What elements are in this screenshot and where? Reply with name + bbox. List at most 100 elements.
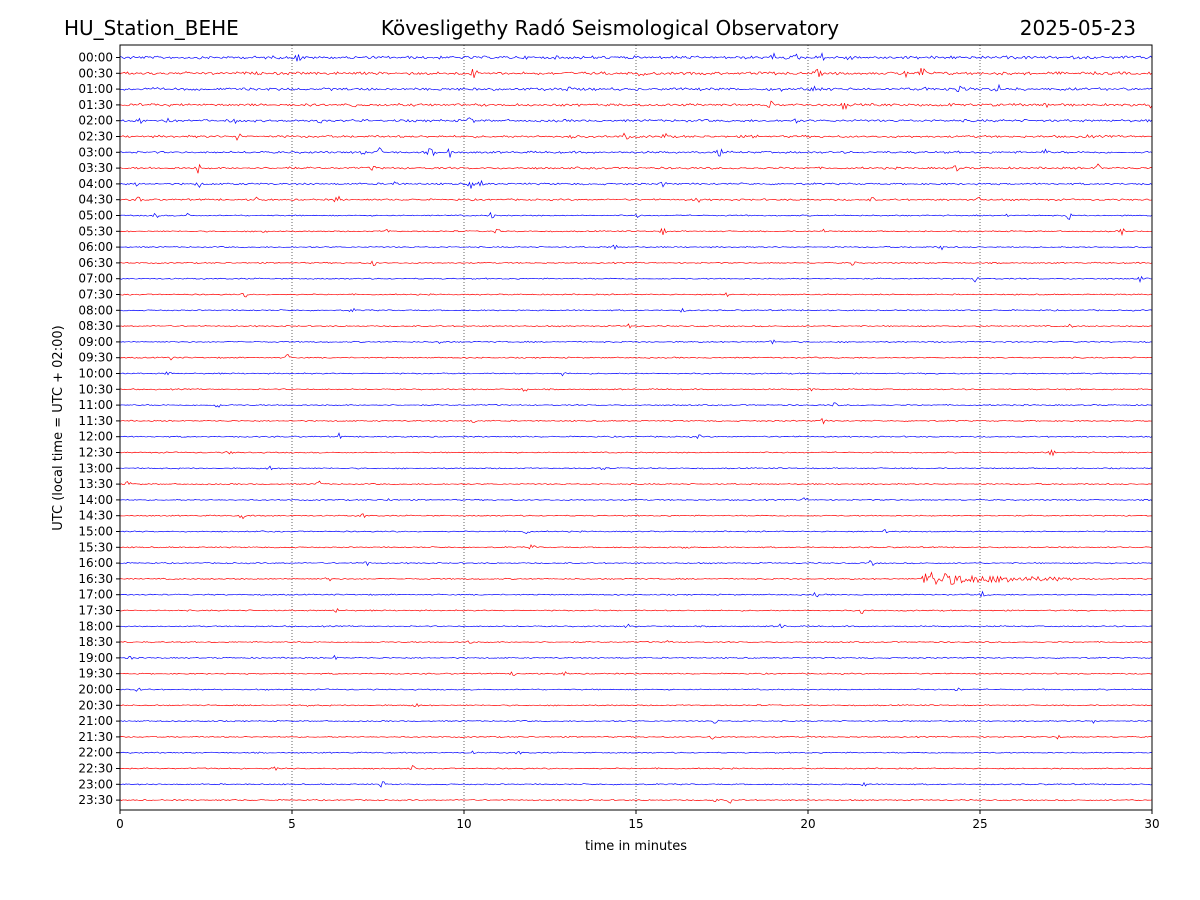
trace-2330 (119, 798, 1153, 804)
y-tick-label: 14:00 (78, 493, 113, 507)
trace-0700 (119, 275, 1153, 284)
y-tick-label: 06:30 (78, 256, 113, 270)
trace-1200 (119, 432, 1153, 440)
y-tick-label: 01:00 (78, 82, 113, 96)
trace-0930 (119, 354, 1153, 361)
trace-0300 (119, 147, 1153, 158)
trace-2200 (119, 750, 1153, 755)
trace-0330 (119, 163, 1153, 174)
y-tick-label: 22:30 (78, 762, 113, 776)
trace-1630 (119, 571, 1153, 586)
y-tick-label: 18:00 (78, 619, 113, 633)
trace-2030 (119, 702, 1153, 707)
y-tick-label: 21:00 (78, 714, 113, 728)
vertical-gridlines (291, 45, 981, 810)
trace-0630 (119, 260, 1153, 266)
x-axis-label: time in minutes (585, 839, 687, 854)
y-tick-label: 08:30 (78, 319, 113, 333)
trace-0000 (119, 52, 1153, 62)
trace-1230 (119, 449, 1153, 457)
seismic-traces (119, 52, 1153, 804)
trace-1130 (119, 417, 1153, 425)
trace-1030 (119, 387, 1153, 392)
y-tick-label: 16:00 (78, 556, 113, 570)
y-tick-label: 10:30 (78, 382, 113, 396)
y-tick-label: 13:30 (78, 477, 113, 491)
trace-1600 (119, 560, 1153, 567)
trace-1730 (119, 608, 1153, 614)
y-tick-label: 10:00 (78, 367, 113, 381)
y-tick-label: 16:30 (78, 572, 113, 586)
trace-0730 (119, 292, 1153, 298)
y-tick-label: 15:00 (78, 525, 113, 539)
station-name: HU_Station_BEHE (64, 16, 239, 40)
x-tick-label: 10 (456, 817, 471, 831)
y-axis-label: UTC (local time = UTC + 02:00) (51, 325, 66, 530)
x-tick-label: 5 (288, 817, 296, 831)
y-tick-label: 12:30 (78, 446, 113, 460)
trace-0800 (119, 307, 1153, 313)
chart-title: Kövesligethy Radó Seismological Observat… (381, 16, 839, 40)
trace-0830 (119, 323, 1153, 329)
y-tick-label: 09:30 (78, 351, 113, 365)
y-tick-label: 19:00 (78, 651, 113, 665)
trace-1500 (119, 528, 1153, 535)
trace-1300 (119, 465, 1153, 471)
trace-1530 (119, 544, 1153, 550)
x-tick-label: 25 (972, 817, 987, 831)
trace-2130 (119, 734, 1153, 740)
trace-1930 (119, 671, 1153, 677)
y-tick-label: 01:30 (78, 98, 113, 112)
trace-0500 (119, 211, 1153, 220)
x-tick-label: 20 (800, 817, 815, 831)
y-tick-label: 22:00 (78, 746, 113, 760)
x-tick-label: 15 (628, 817, 643, 831)
y-tick-label: 21:30 (78, 730, 113, 744)
trace-2100 (119, 719, 1153, 724)
x-tick-label: 0 (116, 817, 124, 831)
trace-0900 (119, 339, 1153, 345)
y-tick-label: 17:30 (78, 604, 113, 618)
y-tick-label: 23:30 (78, 793, 113, 807)
trace-2000 (119, 687, 1153, 692)
y-tick-label: 04:30 (78, 193, 113, 207)
trace-1000 (119, 371, 1153, 377)
y-tick-label: 19:30 (78, 667, 113, 681)
y-tick-label: 05:30 (78, 224, 113, 238)
y-tick-label: 13:00 (78, 461, 113, 475)
trace-2300 (119, 781, 1153, 788)
y-tick-label: 17:00 (78, 588, 113, 602)
y-tick-label: 09:00 (78, 335, 113, 349)
trace-1800 (119, 623, 1153, 629)
y-tick-label: 11:30 (78, 414, 113, 428)
trace-1900 (119, 654, 1153, 661)
y-tick-label: 11:00 (78, 398, 113, 412)
x-axis: 0 5 10 15 20 25 30 (116, 810, 1160, 831)
y-tick-label: 04:00 (78, 177, 113, 191)
y-tick-label: 08:00 (78, 303, 113, 317)
trace-0530 (119, 227, 1153, 237)
trace-0130 (119, 100, 1153, 110)
y-tick-label: 20:00 (78, 683, 113, 697)
trace-0030 (119, 67, 1153, 79)
trace-0230 (119, 132, 1153, 141)
trace-0600 (119, 244, 1153, 251)
y-tick-label: 15:30 (78, 540, 113, 554)
trace-1100 (119, 402, 1153, 408)
trace-0100 (119, 83, 1153, 92)
y-tick-label: 12:00 (78, 430, 113, 444)
trace-2230 (119, 764, 1153, 771)
trace-1400 (119, 497, 1153, 502)
y-tick-label: 03:30 (78, 161, 113, 175)
y-tick-label: 02:30 (78, 130, 113, 144)
y-tick-label: 07:00 (78, 272, 113, 286)
y-tick-label: 18:30 (78, 635, 113, 649)
y-tick-label: 06:00 (78, 240, 113, 254)
trace-1430 (119, 513, 1153, 520)
y-tick-label: 20:30 (78, 698, 113, 712)
y-tick-label: 00:00 (78, 51, 113, 65)
y-tick-label: 00:30 (78, 66, 113, 80)
trace-1700 (119, 590, 1153, 598)
trace-1330 (119, 480, 1153, 486)
